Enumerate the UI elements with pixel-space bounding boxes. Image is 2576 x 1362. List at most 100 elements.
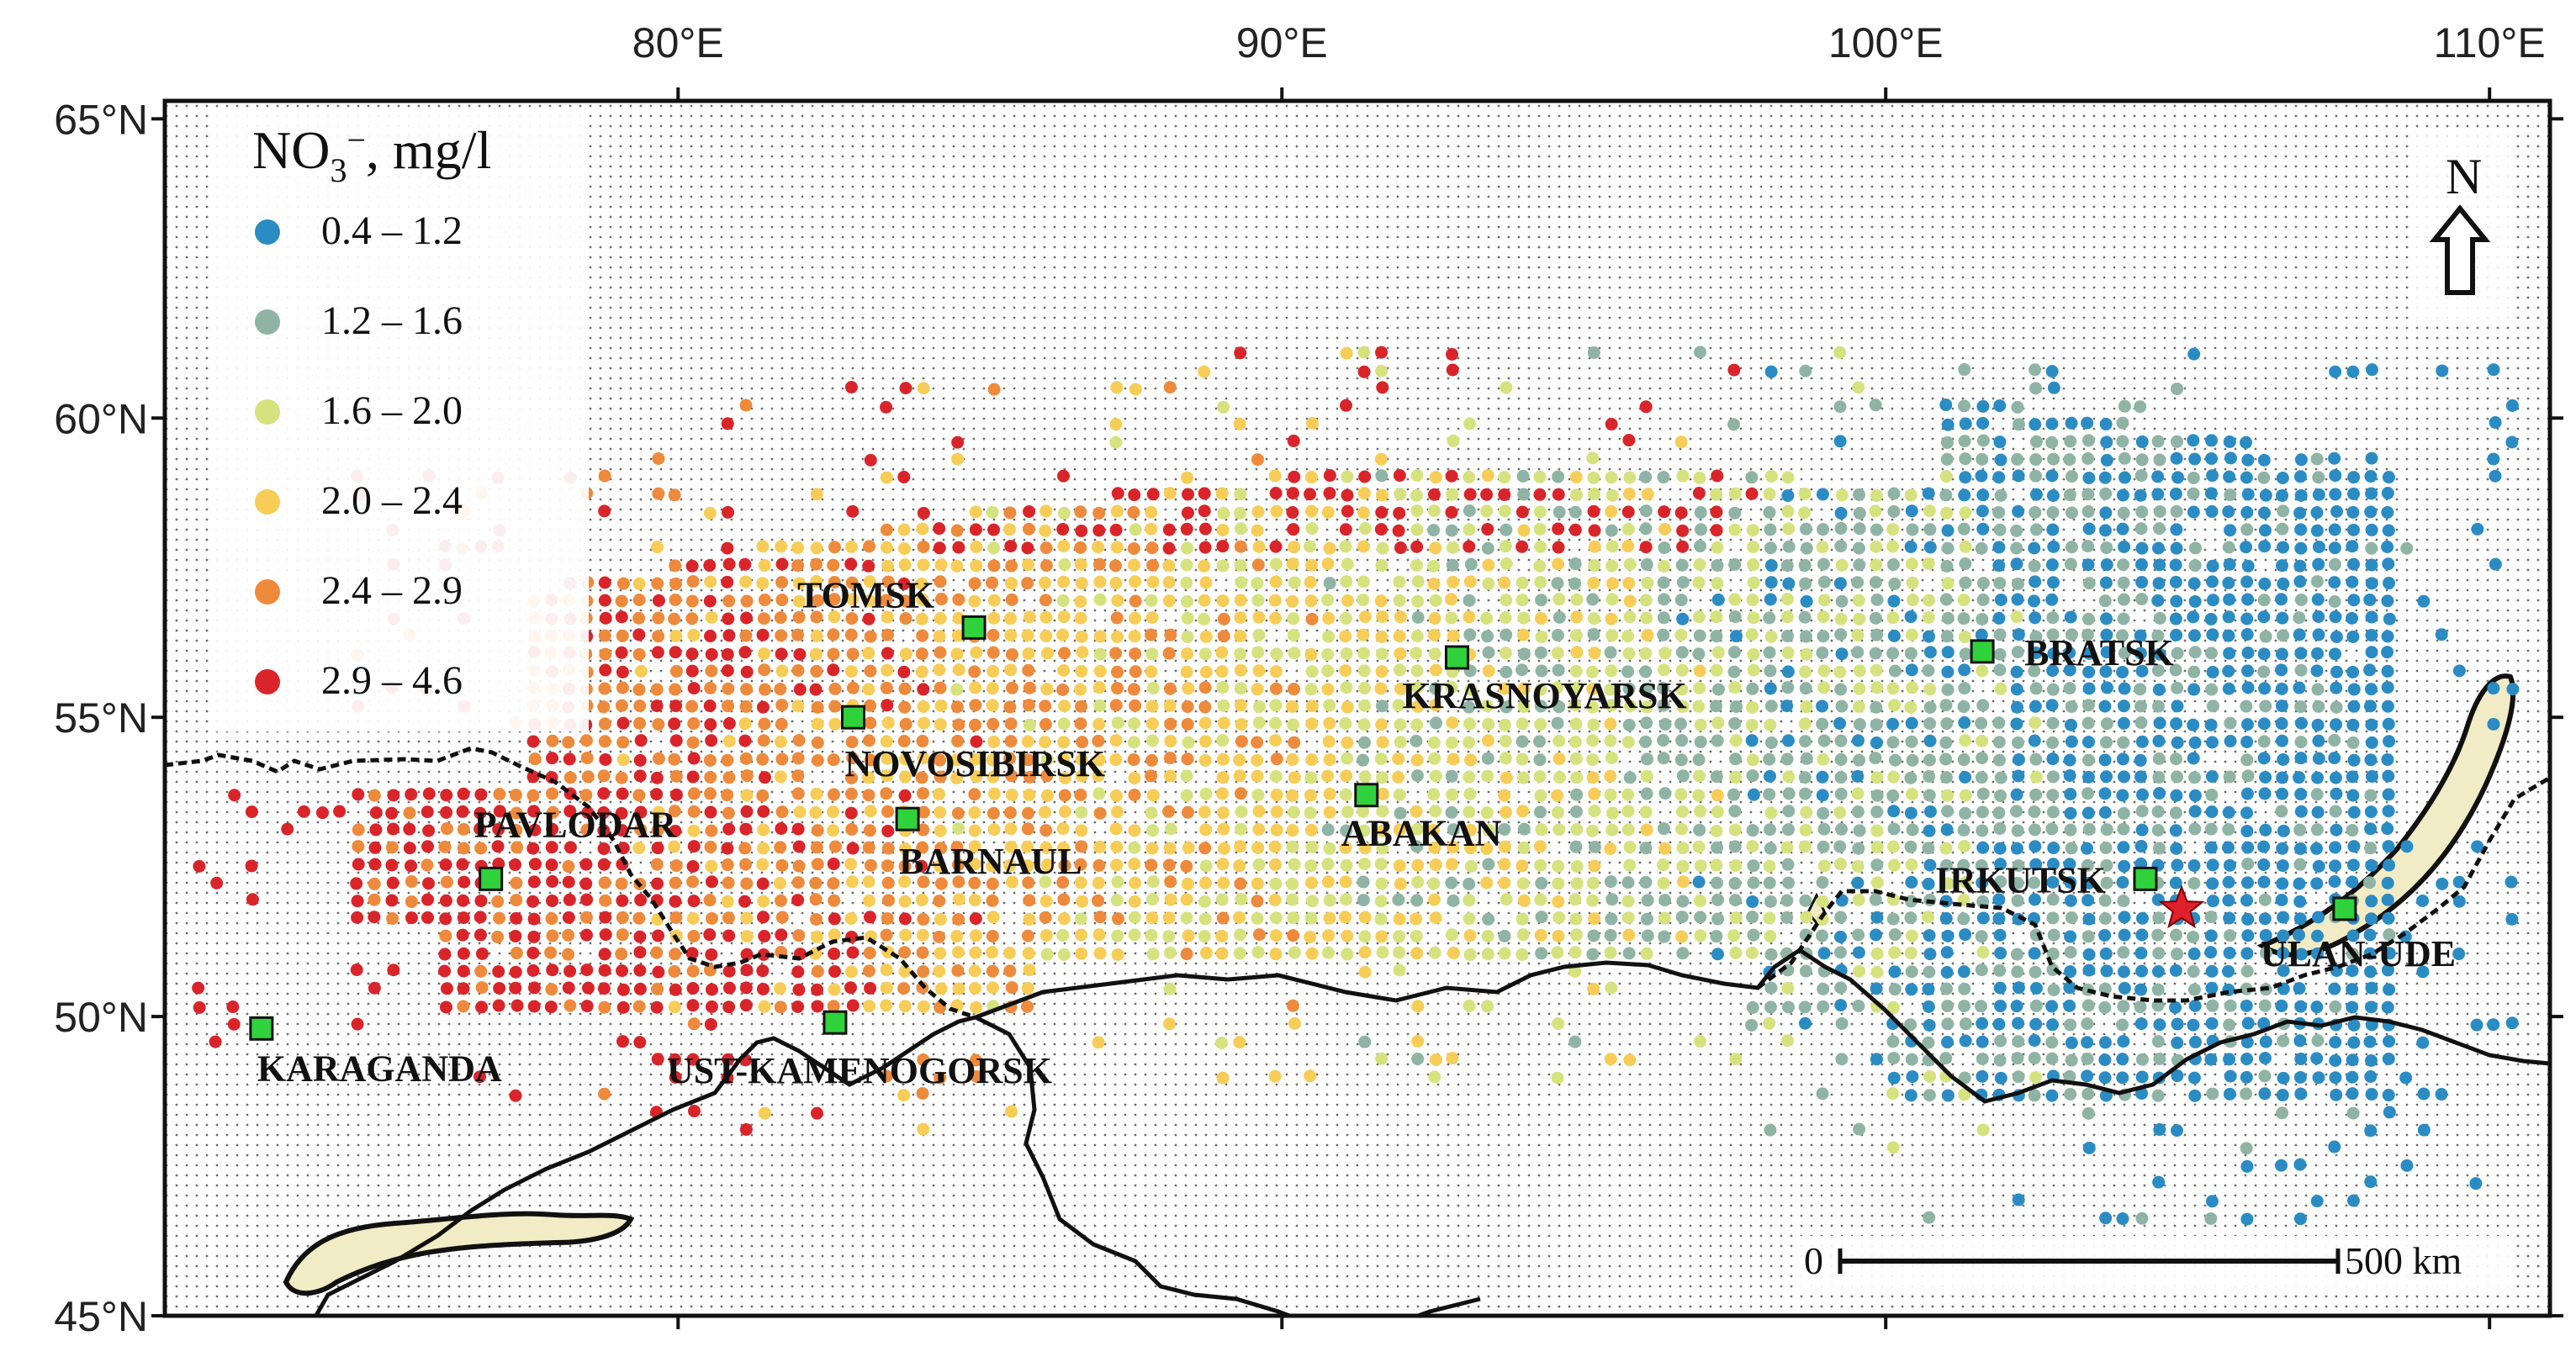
sample-point <box>1975 1000 1988 1013</box>
sample-point <box>2081 416 2094 430</box>
sample-point <box>1234 877 1247 890</box>
sample-point <box>1817 594 1831 607</box>
sample-point <box>1800 911 1813 924</box>
sample-point <box>1321 557 1335 571</box>
sample-point <box>632 594 646 607</box>
sample-point <box>1269 699 1283 712</box>
sample-point <box>934 982 948 995</box>
sample-point <box>1534 893 1547 906</box>
sample-point <box>2134 716 2148 730</box>
sample-point <box>1834 999 1848 1012</box>
sample-point <box>828 912 841 926</box>
scale-start-label: 0 <box>1804 1239 1823 1282</box>
sample-point <box>2471 522 2484 536</box>
sample-point <box>1517 611 1531 625</box>
sample-point <box>1533 470 1547 483</box>
sample-point <box>881 876 895 890</box>
sample-point <box>775 805 789 819</box>
sample-point <box>2240 541 2253 554</box>
sample-point <box>1198 700 1212 714</box>
sample-point <box>758 683 771 696</box>
sample-point <box>1410 488 1423 502</box>
sample-point <box>1428 611 1441 625</box>
sample-point <box>2028 594 2041 608</box>
sample-point <box>1605 504 1618 518</box>
sample-point <box>1869 504 1882 518</box>
sample-point <box>703 753 717 767</box>
sample-point <box>652 594 665 607</box>
sample-point <box>722 699 735 713</box>
sample-point <box>2365 895 2378 908</box>
sample-point <box>1816 699 1829 713</box>
sample-point <box>774 611 787 625</box>
sample-point <box>1711 469 1724 483</box>
sample-point <box>2047 576 2060 589</box>
sample-point <box>793 683 807 696</box>
sample-point <box>827 663 840 677</box>
sample-point <box>1269 769 1283 783</box>
sample-point <box>1853 506 1866 520</box>
sample-point <box>1605 823 1619 837</box>
sample-point <box>2328 752 2341 765</box>
sample-point <box>634 894 648 907</box>
sample-point <box>651 541 664 554</box>
sample-point <box>1268 840 1282 853</box>
sample-point <box>2293 823 2307 837</box>
sample-point <box>1711 541 1724 554</box>
sample-point <box>1764 699 1778 713</box>
sample-point <box>1604 946 1617 959</box>
north-label: N <box>2446 149 2482 204</box>
sample-point <box>1992 541 2006 554</box>
sample-point <box>1427 524 1441 537</box>
sample-point <box>668 805 681 818</box>
sample-point <box>2081 540 2095 553</box>
sample-point <box>844 665 858 678</box>
sample-point <box>2381 822 2394 836</box>
sample-point <box>1992 753 2006 767</box>
sample-point <box>2382 1089 2395 1102</box>
sample-point <box>2365 858 2378 872</box>
sample-point <box>1357 628 1370 641</box>
sample-point <box>545 858 558 872</box>
sample-point <box>811 824 824 837</box>
sample-point <box>739 1122 753 1136</box>
sample-point <box>440 805 453 819</box>
sample-point <box>1447 841 1460 854</box>
sample-point <box>756 964 770 978</box>
sample-point <box>2364 753 2378 767</box>
sample-point <box>1887 822 1901 836</box>
sample-point <box>422 824 436 837</box>
sample-point <box>2294 700 2308 714</box>
sample-point <box>1304 594 1318 608</box>
sample-point <box>1111 487 1124 500</box>
sample-point <box>810 610 823 624</box>
sample-point <box>1145 753 1158 767</box>
sample-point <box>1447 541 1460 554</box>
sample-point <box>810 541 823 555</box>
sample-point <box>598 876 611 890</box>
sample-point <box>1180 665 1193 678</box>
sample-point <box>1904 1089 1917 1102</box>
sample-point <box>1199 946 1213 959</box>
sample-point <box>1039 559 1053 573</box>
sample-point <box>722 629 736 642</box>
sample-point <box>1286 893 1299 906</box>
sample-point <box>616 629 629 642</box>
city-marker-icon <box>2133 866 2158 891</box>
sample-point <box>1427 488 1441 501</box>
sample-point <box>1976 593 1990 606</box>
sample-point <box>1745 471 1759 484</box>
legend-swatch <box>255 399 280 425</box>
sample-point <box>1658 842 1672 855</box>
sample-point <box>864 716 877 730</box>
sample-point <box>1305 947 1319 960</box>
sample-point <box>917 752 930 765</box>
sample-point <box>880 981 893 995</box>
sample-point <box>1357 540 1370 553</box>
sample-point <box>1268 858 1282 871</box>
sample-point <box>881 647 894 660</box>
sample-point <box>1093 664 1107 678</box>
sample-point <box>1957 522 1970 536</box>
sample-point <box>2135 664 2149 678</box>
sample-point <box>1058 557 1071 571</box>
